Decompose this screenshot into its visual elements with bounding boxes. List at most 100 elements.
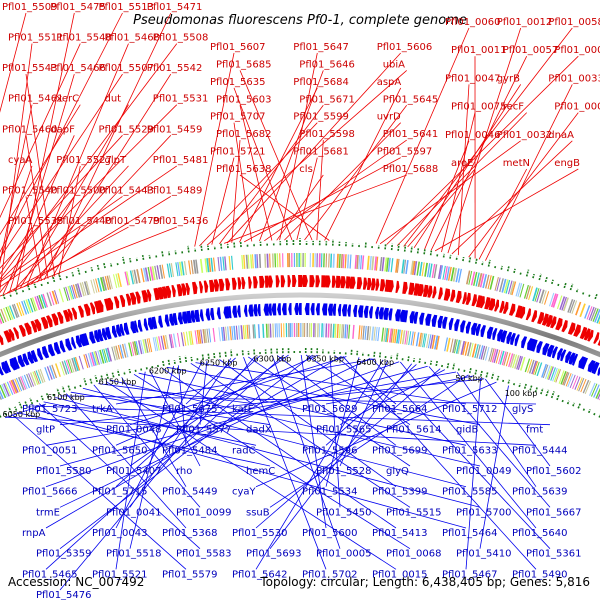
gc-skew-mark-inner [556,394,560,401]
cog-function-block [390,258,394,273]
gene-label-top: Pfl01_5527 [56,155,112,166]
reverse-gene-arrow [227,306,232,319]
gene-label-bottom: glyS [512,404,533,415]
cog-function-block [374,256,377,271]
gc-skew-mark-inner [561,399,564,403]
gc-skew-mark-inner [373,351,376,357]
cog-function-block [210,257,214,272]
cog-function-block [499,278,504,293]
gc-skew-mark-inner [40,395,44,401]
cog-function-block [386,257,389,272]
top-leader-line [0,165,178,288]
cog-function-block [274,323,277,338]
cog-function-block [575,301,582,316]
cog-function-block [515,282,521,297]
top-leader-line [485,84,573,261]
cog-function-block [199,258,204,273]
cog-function-block [11,304,19,318]
cog-function-block [194,330,198,345]
cog-function-block [358,325,361,340]
gc-skew-mark-outer [487,259,491,267]
forward-gene-arrow [97,300,104,313]
kbp-scale-labels: 50 kbp 100 kbp 6050 kbp 6100 kbp 6150 kbp 620… [3,354,538,419]
cog-function-block [532,361,539,375]
reverse-gene-arrow [253,304,258,317]
cog-function-block [59,361,65,376]
gene-label-bottom: Pfl01_5712 [442,404,498,415]
cog-function-block [493,349,499,363]
cog-function-block [267,323,270,338]
cog-function-block [427,334,432,349]
gene-label-top: dut [105,94,122,105]
gc-skew-mark-inner [446,363,450,369]
cog-function-block [217,257,220,272]
reverse-gene-arrow [248,304,254,317]
reverse-gene-arrow [369,306,374,319]
cog-function-block [190,260,194,275]
forward-gene-arrow [161,286,168,299]
reverse-gene-arrow [232,305,238,318]
cog-function-block [552,293,559,308]
cog-function-block [87,353,93,367]
gc-skew-mark-outer [21,289,25,293]
cog-function-block [390,328,394,343]
reverse-gene-arrow [322,303,328,316]
cog-function-block [3,307,10,322]
gene-label-top: Pfl01_0046 [445,130,501,141]
forward-gene-arrow [213,279,220,292]
cog-function-block [452,339,457,354]
gc-skew-mark-inner [161,360,165,367]
gene-label-top: Pfl01_5548 [56,33,112,44]
top-leader-line [259,70,324,242]
gene-label-bottom: hemC [246,466,275,477]
cog-function-block [555,369,561,383]
cog-function-block [346,324,349,339]
gene-label-bottom: Pfl01_5361 [526,549,582,560]
cog-function-block [188,260,192,275]
cog-function-block [446,266,450,281]
top-leader-line [244,157,401,243]
bottom-leader-line [138,372,467,446]
reverse-gene-arrow [277,303,281,316]
cog-function-block [548,366,554,380]
top-leader-line [0,104,33,265]
cog-function-block [304,323,306,337]
cog-function-block [368,326,372,341]
cog-function-block [9,305,16,319]
reverse-gene-arrow [223,306,230,319]
reverse-gene-arrow [581,357,588,370]
forward-gene-arrow [153,287,160,301]
bottom-leader-line [98,383,257,405]
gc-skew-mark-outer [551,279,554,285]
reverse-gene-arrow [460,320,466,333]
forward-gene-arrow [57,311,64,324]
cog-function-block [571,300,578,314]
cog-function-block [590,307,597,322]
gc-skew-mark-outer [538,273,542,281]
cog-function-block [366,326,370,341]
top-leader-line [396,112,527,246]
cog-function-block [218,327,221,342]
reverse-gene-arrow [332,303,337,316]
gc-skew-mark-inner [518,383,522,388]
reverse-gene-arrow [177,312,183,325]
cog-function-block [389,328,393,343]
top-leader-line [324,87,402,241]
cog-function-block [156,336,160,351]
cog-function-block [183,261,187,276]
bottom-leader-line [325,357,360,487]
cog-function-block [133,341,139,356]
top-leader-line [296,157,318,241]
gc-skew-mark-inner [134,368,137,372]
cog-function-block [546,365,553,380]
bottom-leader-line [247,356,411,467]
cog-function-block [468,270,473,285]
gene-label-bottom: Pfl01_5399 [372,487,428,498]
top-leader-line [375,27,470,244]
gc-skew-mark-outer [506,266,510,272]
cog-function-block [418,332,422,347]
cog-function-block [360,255,363,270]
cog-function-block [588,306,595,321]
cog-function-block [325,253,328,268]
